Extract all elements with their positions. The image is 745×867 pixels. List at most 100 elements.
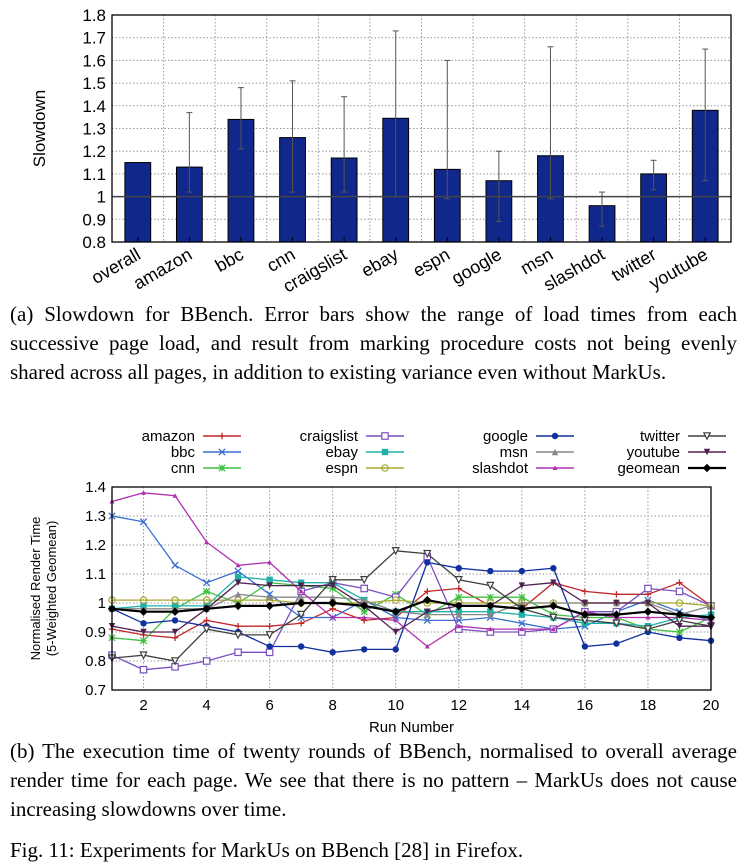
x-tick-label: espn xyxy=(409,244,453,281)
point-geomean xyxy=(328,598,337,608)
y-axis-label: Slowdown xyxy=(30,90,49,168)
point-youtube xyxy=(613,599,620,607)
point-msn xyxy=(266,594,273,601)
point-bbc xyxy=(202,579,211,587)
point-ebay xyxy=(518,611,526,618)
point-youtube xyxy=(550,579,557,586)
point-youtube xyxy=(234,579,242,586)
legend-marker xyxy=(381,432,389,440)
point-twitter xyxy=(549,613,558,623)
x-axis-label: Run Number xyxy=(369,719,454,736)
point-google xyxy=(676,634,683,641)
y-tick-label: 1 xyxy=(98,595,106,612)
y-tick-label: 0.7 xyxy=(85,682,106,699)
point-msn xyxy=(487,611,494,618)
point-twitter xyxy=(391,547,400,556)
y-tick-label: 1.4 xyxy=(82,97,106,116)
point-twitter xyxy=(328,576,337,585)
point-slashdot xyxy=(645,615,651,620)
legend-label: msn xyxy=(500,444,528,461)
y-tick-label: 1.8 xyxy=(82,6,106,25)
point-slashdot xyxy=(424,644,430,649)
y-tick-label: 1.2 xyxy=(85,537,106,554)
point-espn xyxy=(139,596,148,604)
point-cnn xyxy=(202,587,211,596)
y-tick-label: 1.1 xyxy=(82,165,106,184)
point-geomean xyxy=(360,601,369,611)
point-youtube xyxy=(266,582,273,589)
point-geomean xyxy=(580,610,590,619)
legend-label: geomean xyxy=(617,460,680,477)
point-google xyxy=(581,643,589,650)
point-espn xyxy=(171,596,179,604)
point-google xyxy=(392,646,399,653)
point-amazon xyxy=(266,623,273,630)
legend-label: slashdot xyxy=(472,460,529,477)
x-tick-label: 2 xyxy=(139,697,147,714)
x-tick-label: google xyxy=(448,244,505,288)
line-chart: 0.7 0.8 0.9 1 1.1 1.2 1.3 1.4 2 4 6 8 10 12 14 16 18 20 Ru… xyxy=(28,428,726,736)
x-tick-label: 8 xyxy=(329,697,337,714)
point-google xyxy=(140,620,147,627)
point-msn xyxy=(361,596,368,604)
point-espn xyxy=(202,596,211,604)
point-amazon xyxy=(424,588,431,595)
point-google xyxy=(329,649,336,656)
point-youtube xyxy=(424,608,431,615)
point-msn xyxy=(455,611,462,618)
point-youtube xyxy=(644,599,652,607)
legend-marker xyxy=(552,465,558,470)
figure-caption: Fig. 11: Experiments for MarkUs on BBenc… xyxy=(10,838,524,862)
y-tick-label: 1.1 xyxy=(85,566,106,583)
point-geomean xyxy=(486,601,495,611)
legend-label: twitter xyxy=(640,428,680,445)
point-craigslist xyxy=(265,648,274,657)
caption-a: (a) Slowdown for BBench. Error bars show… xyxy=(10,302,737,384)
point-amazon xyxy=(297,620,305,627)
point-amazon xyxy=(455,585,462,592)
point-google xyxy=(613,640,620,647)
legend-marker xyxy=(551,448,559,456)
x-tick-label: youtube xyxy=(646,244,711,293)
y-tick-label: 1.7 xyxy=(82,29,106,48)
point-youtube xyxy=(581,599,589,607)
y-tick-label: 0.9 xyxy=(85,624,106,641)
point-twitter xyxy=(643,625,653,634)
point-geomean xyxy=(454,601,463,611)
x-tick-label: amazon xyxy=(130,244,195,293)
point-twitter xyxy=(360,576,369,585)
point-youtube xyxy=(676,623,683,630)
y-tick-label: 1.2 xyxy=(82,142,106,161)
point-geomean xyxy=(612,610,621,619)
point-espn xyxy=(675,599,684,607)
point-msn xyxy=(297,594,305,601)
x-tick-label: 6 xyxy=(265,697,273,714)
x-tick-label: 16 xyxy=(577,697,594,714)
plot-frame xyxy=(111,486,712,691)
point-twitter xyxy=(139,651,148,660)
line-geomean xyxy=(111,598,712,619)
point-google xyxy=(171,617,179,624)
point-amazon xyxy=(171,634,179,641)
x-tick-label: bbc xyxy=(212,244,247,276)
point-craigslist xyxy=(202,657,211,665)
x-tick-label: ebay xyxy=(358,244,402,281)
caption-b: (b) The execution time of twenty rounds … xyxy=(10,739,737,821)
point-slashdot xyxy=(172,493,178,498)
point-slashdot xyxy=(456,623,462,629)
point-google xyxy=(455,565,462,572)
point-bbc xyxy=(171,561,179,569)
point-twitter xyxy=(423,549,432,559)
point-geomean xyxy=(549,601,558,611)
point-amazon xyxy=(676,579,683,586)
point-google xyxy=(361,646,368,653)
point-geomean xyxy=(675,610,684,619)
point-craigslist xyxy=(139,665,148,674)
point-craigslist xyxy=(644,584,652,593)
x-tick-label: 18 xyxy=(640,697,657,714)
point-geomean xyxy=(423,595,432,605)
x-tick-label: 10 xyxy=(387,697,404,714)
point-twitter xyxy=(170,657,180,666)
